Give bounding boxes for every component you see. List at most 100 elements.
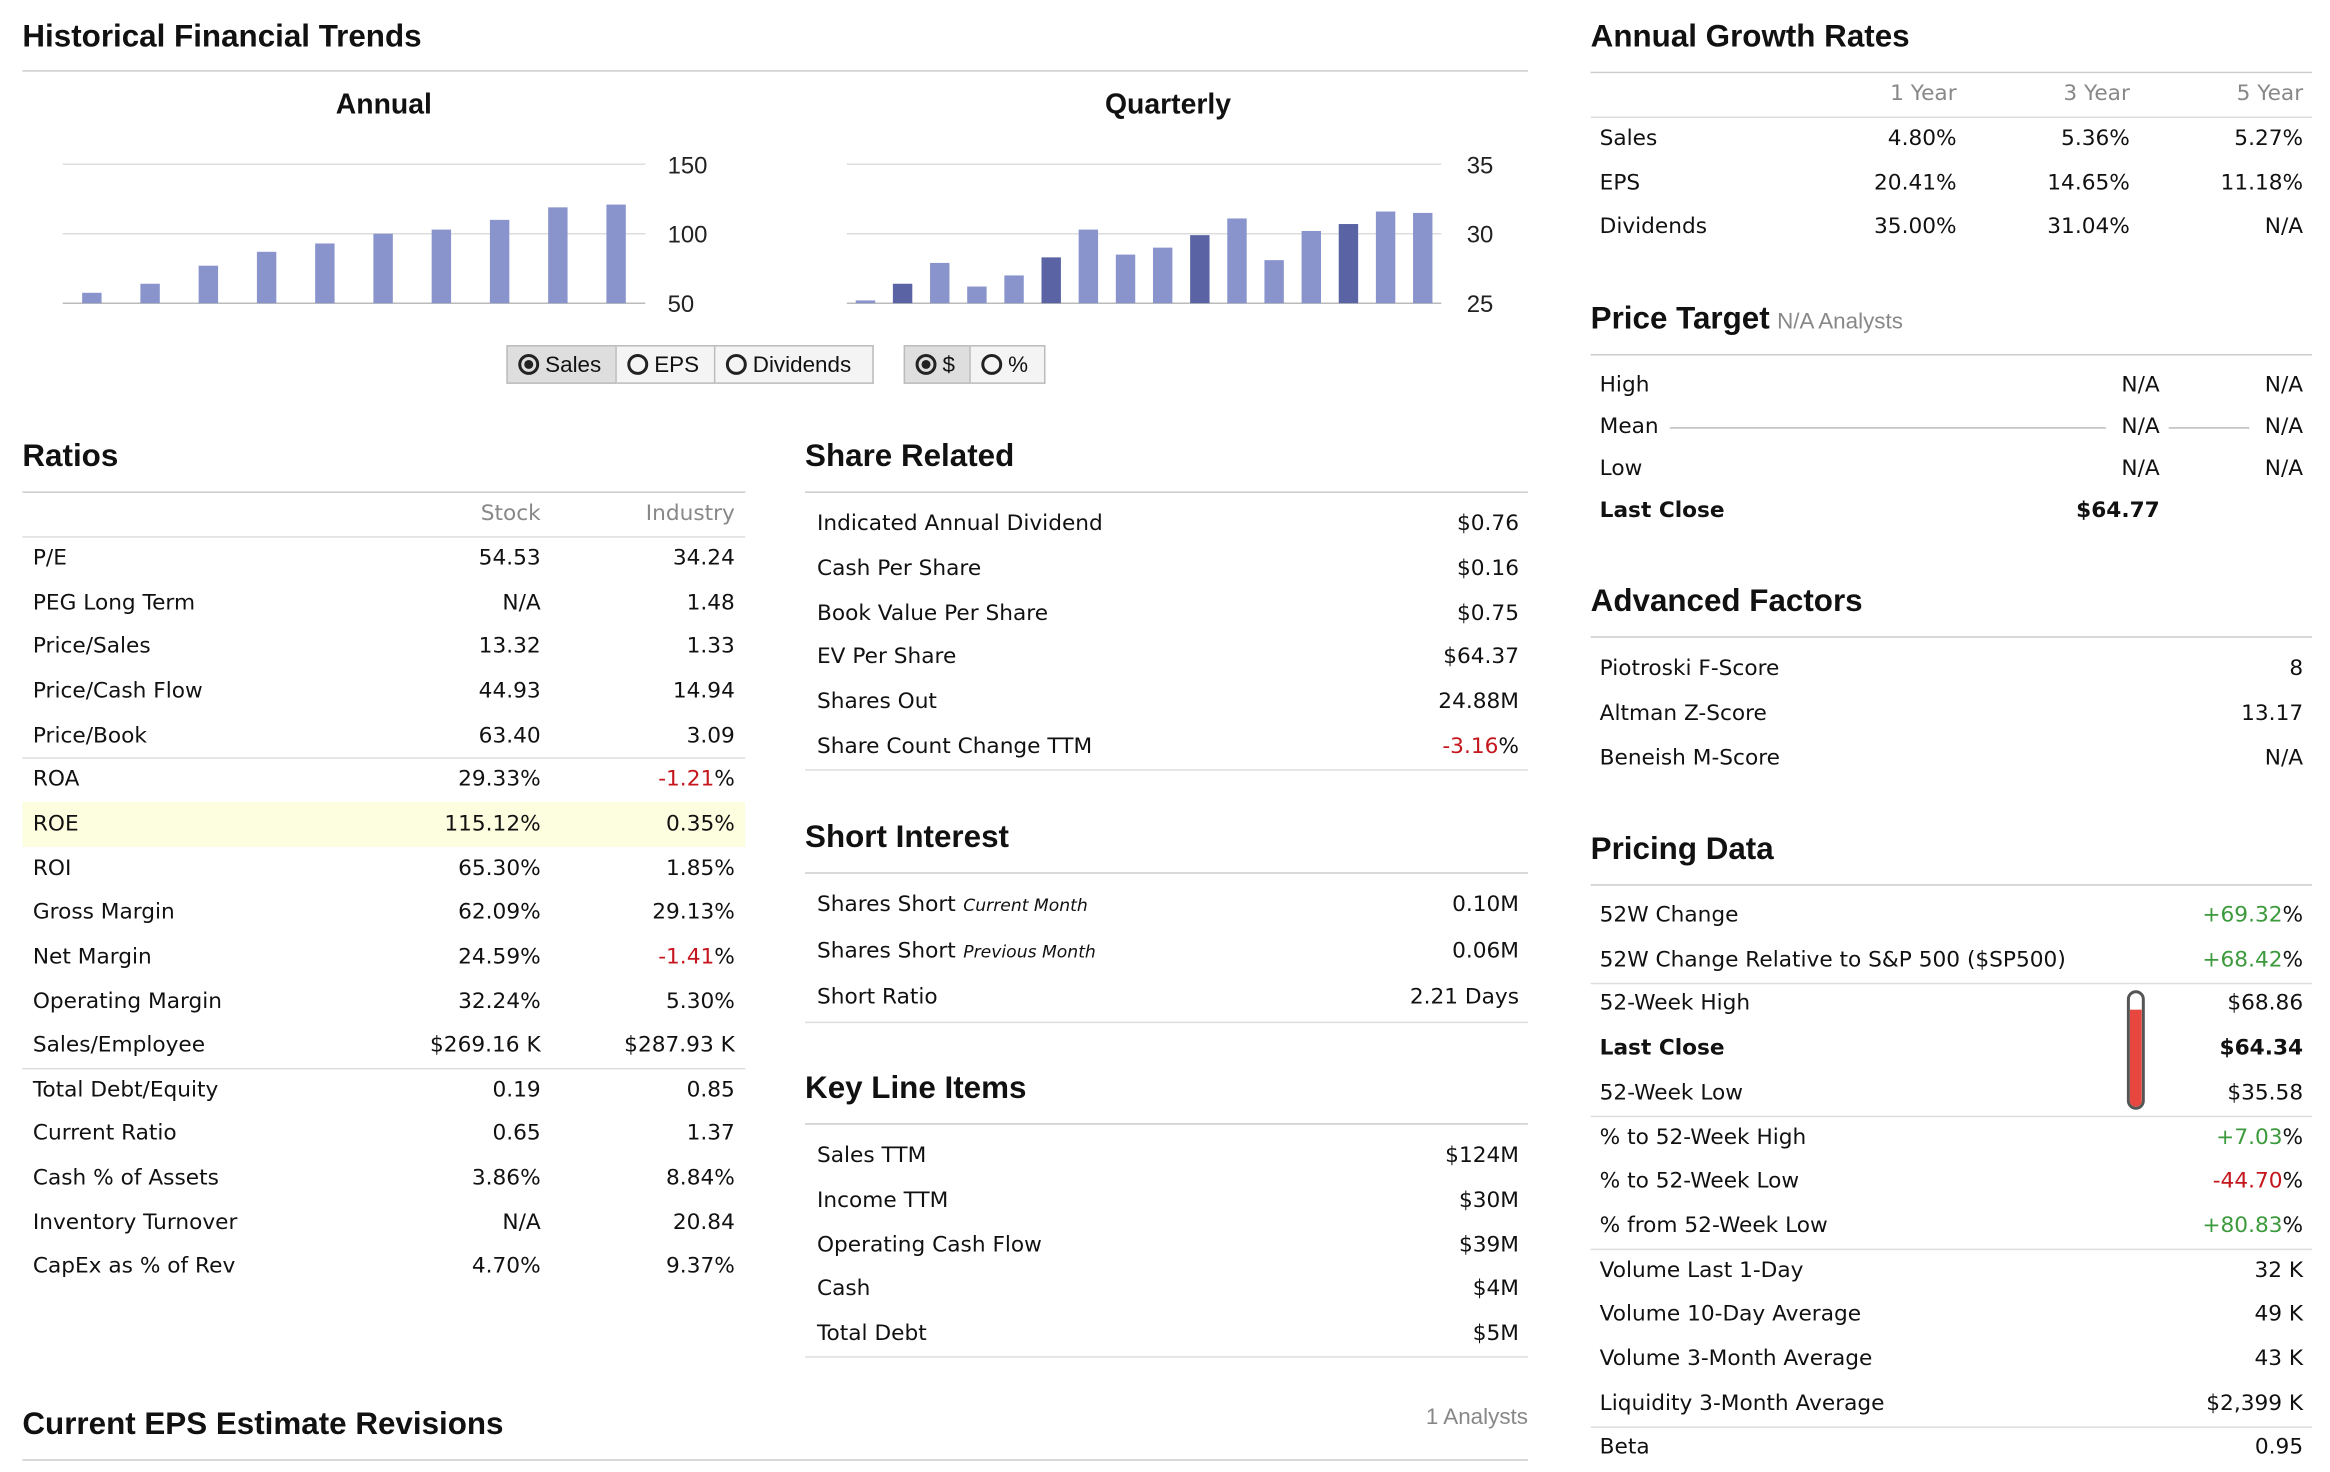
bar (1004, 275, 1024, 304)
row-label: 52W Change Relative to S&P 500 ($SP500) (1599, 947, 2066, 972)
row-value: $64.37 (1443, 645, 1519, 670)
toggle-label: $ (942, 351, 955, 378)
row-value-text: -1.21 (658, 768, 715, 792)
row-value: +68.42% (2202, 948, 2303, 972)
row-value: 13.17 (2241, 701, 2304, 726)
row-label: Beta (1599, 1435, 1650, 1460)
bar (256, 251, 277, 304)
row-label: Shares Short Current Month (817, 893, 1088, 917)
row-value: 11.18% (2220, 171, 2304, 196)
row-label: EV Per Share (816, 645, 957, 670)
row-label: Price/Sales (32, 635, 151, 660)
y-tick-label: 30 (1467, 222, 1494, 249)
row-value: 115.12% (444, 812, 541, 837)
divider (1590, 884, 2313, 886)
row-value: 62.09% (458, 900, 541, 925)
bar (892, 283, 913, 304)
bar (140, 283, 160, 304)
bar (1152, 247, 1173, 304)
row-value: N/A (2264, 215, 2304, 240)
row-value: 44.93 (478, 679, 541, 704)
bar (1227, 218, 1247, 304)
divider (22, 70, 1528, 72)
row-value: N/A (2264, 746, 2304, 771)
section-title-text: Advanced Factors (1590, 583, 1863, 619)
row-value: 29.13% (652, 900, 735, 925)
y-tick-label: 50 (668, 291, 695, 318)
bar (1375, 211, 1396, 304)
row-value: 13.32 (478, 635, 541, 660)
row-label: Income TTM (816, 1188, 949, 1213)
row-value: N/A (2264, 457, 2304, 481)
section-title-text: Share Related (805, 439, 1015, 474)
section-title: Current EPS Estimate Revisions (22, 1406, 504, 1442)
row-value: 4.80% (1887, 126, 1957, 151)
row-value: 5.30% (666, 989, 735, 1014)
chart-title: Quarterly (1105, 89, 1231, 121)
row-value: 0.85 (686, 1078, 735, 1102)
row-label: ROA (32, 768, 80, 792)
row-value: 0.19 (492, 1078, 541, 1102)
row-value: $4M (1472, 1277, 1519, 1302)
divider (22, 1459, 1528, 1461)
toggle-button[interactable]: Sales (506, 345, 617, 384)
row-value: 1.33 (686, 635, 735, 660)
toggle-button[interactable]: Dividends (715, 345, 874, 384)
radio-icon (518, 353, 540, 375)
row-value: 3.09 (686, 723, 735, 748)
row-value: 54.53 (478, 546, 541, 571)
row-label: Share Count Change TTM (816, 734, 1093, 759)
bar (315, 243, 335, 304)
row-label: Book Value Per Share (816, 601, 1049, 626)
toggle-button[interactable]: $ (903, 345, 971, 384)
row-value: $5M (1472, 1322, 1519, 1347)
bar (431, 229, 452, 304)
row-value: N/A (502, 590, 541, 615)
row-label: ROI (32, 856, 72, 881)
row-label: % from 52-Week Low (1599, 1214, 1828, 1239)
bar (373, 233, 393, 304)
row-value-unit: % (2282, 1169, 2304, 1194)
row-label: Mean (1599, 415, 1659, 440)
row-value: 49 K (2254, 1302, 2304, 1327)
row-value: 20.41% (1874, 171, 1957, 196)
row-value-text: -1.41 (658, 945, 715, 970)
divider (1590, 1425, 2313, 1428)
section-title: Advanced Factors (1591, 584, 1863, 620)
bar (1413, 212, 1433, 304)
row-value: N/A (2121, 457, 2160, 481)
toggle-button[interactable]: EPS (616, 345, 716, 384)
toggle-label: Sales (545, 351, 602, 378)
y-tick-label: 100 (668, 222, 708, 249)
bar (489, 219, 510, 304)
row-value: 24.88M (1438, 690, 1519, 715)
row-value: 3.86% (471, 1166, 541, 1191)
row-value: $269.16 K (430, 1033, 541, 1058)
section-title: Share Related (805, 439, 1014, 475)
section-title-text: Short Interest (805, 819, 1009, 855)
row-label: Total Debt/Equity (32, 1078, 219, 1102)
row-label: Sales/Employee (32, 1033, 206, 1058)
row-value: 32 K (2254, 1258, 2304, 1283)
row-label: High (1599, 373, 1650, 398)
row-label: P/E (32, 546, 67, 571)
row-label: Piotroski F-Score (1599, 657, 1780, 682)
row-value: 63.40 (478, 723, 541, 748)
divider (1590, 1115, 2313, 1117)
divider (22, 1067, 746, 1070)
bar (1115, 254, 1136, 304)
row-label: Last Close (1599, 1036, 1725, 1061)
row-value: 20.84 (672, 1210, 735, 1235)
row-label: Current Ratio (32, 1122, 177, 1147)
row-label: Inventory Turnover (32, 1210, 238, 1235)
section-title: Ratios (22, 439, 118, 475)
divider (1590, 353, 2313, 356)
row-value: 5.36% (2061, 126, 2130, 151)
row-value-unit: % (2282, 1214, 2304, 1239)
toggle-button[interactable]: % (970, 345, 1046, 384)
row-value-unit: % (2282, 1125, 2304, 1150)
row-label: Price/Cash Flow (32, 679, 203, 704)
row-label: Gross Margin (32, 900, 175, 925)
toggle-label: % (1008, 351, 1029, 378)
row-value: +69.32% (2202, 904, 2303, 928)
